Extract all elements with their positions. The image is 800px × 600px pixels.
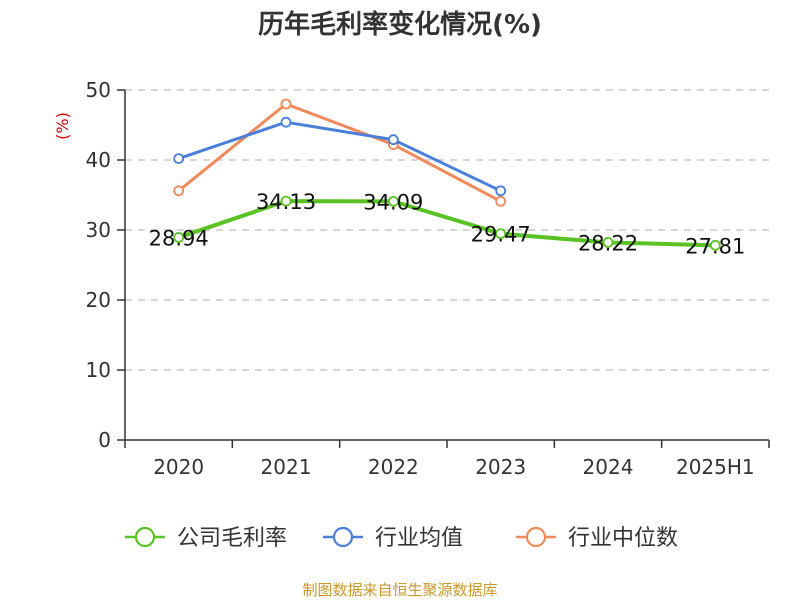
gridlines [125,89,769,371]
y-tick-label: 40 [86,148,111,172]
series-line-2 [177,102,502,203]
y-tick-label: 50 [86,78,111,102]
series-2-point-1[interactable] [280,98,292,110]
x-tick-label: 2021 [261,455,312,479]
data-label: 28.94 [149,226,209,250]
series-1-point-0[interactable] [173,153,185,165]
source-note: 制图数据来自恒生聚源数据库 [302,581,497,599]
legend-marker-icon [332,526,354,548]
series-line-1 [178,120,502,193]
data-label: 28.22 [578,231,638,255]
series-0-point-5[interactable] [709,239,721,251]
x-tick-label: 2020 [153,455,204,479]
data-labels: 28.94 34.13 34.09 29.47 28.22 27.81 [149,190,746,258]
x-ticks: 2020 2021 2022 2023 2024 2025H1 [124,440,770,479]
legend-label: 行业均值 [375,526,463,551]
y-tick-label: 20 [86,288,111,312]
series-1-point-2[interactable] [387,134,399,146]
y-ticks: 0 10 20 30 40 50 [86,78,125,452]
data-label: 34.09 [363,190,423,214]
x-tick-label: 2024 [583,455,634,479]
series-layer [173,98,721,251]
legend-item-1[interactable]: 行业均值 [323,526,463,551]
x-tick-label: 2023 [475,455,526,479]
legend-marker-icon [134,526,156,548]
legend-label: 公司毛利率 [177,526,287,551]
series-0-point-0[interactable] [173,232,185,243]
legend-item-2[interactable]: 行业中位数 [516,526,678,551]
y-tick-label: 30 [86,218,111,242]
y-axis-label: (%) [53,112,72,140]
series-2-point-0[interactable] [173,185,185,197]
series-0-point-4[interactable] [602,237,614,248]
legend-item-0[interactable]: 公司毛利率 [125,526,287,551]
series-0-point-1[interactable] [280,195,292,207]
series-1-point-3[interactable] [495,185,507,197]
data-label: 27.81 [685,234,745,258]
y-tick-label: 0 [98,428,111,452]
series-0-point-2[interactable] [387,195,399,207]
series-1-point-1[interactable] [280,116,292,128]
series-0-point-3[interactable] [495,228,507,240]
chart-title: 历年毛利率变化情况(%) [258,9,542,40]
legend-label: 行业中位数 [568,526,678,551]
x-tick-label: 2022 [368,455,419,479]
series-line-0 [178,199,716,248]
x-tick-label: 2025H1 [676,455,755,479]
legend[interactable]: 公司毛利率 行业均值 行业中位数 [125,526,678,551]
y-tick-label: 10 [86,358,111,382]
legend-marker-icon [525,526,547,548]
data-label: 29.47 [471,223,531,247]
data-label: 34.13 [256,190,316,214]
series-2-point-3[interactable] [495,195,507,207]
